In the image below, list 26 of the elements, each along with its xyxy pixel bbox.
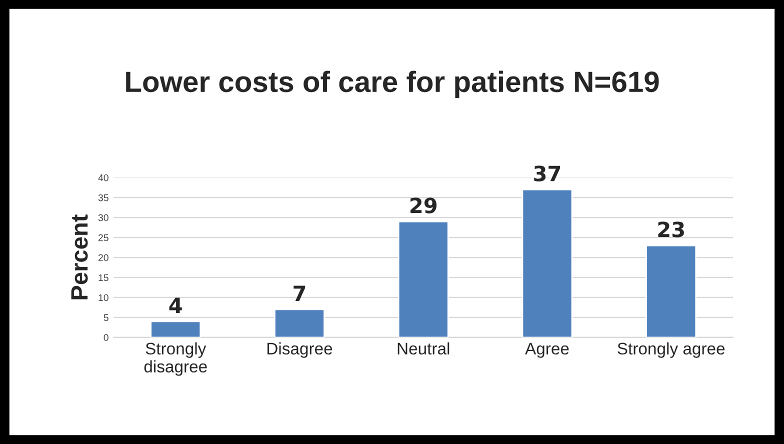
y-tick-label: 20 (98, 254, 108, 262)
chart-title: Lower costs of care for patients N=619 (126, 70, 659, 98)
data-label: 4 (169, 298, 182, 313)
y-tick-label: 0 (104, 334, 108, 342)
y-tick-label: 40 (98, 174, 108, 182)
y-axis-title: Percent (71, 214, 88, 300)
bar (522, 188, 573, 338)
y-tick-label: 15 (98, 274, 108, 282)
x-tick-label: Strongly agree (618, 342, 725, 358)
y-tick-label: 5 (104, 314, 108, 322)
data-label: 23 (658, 222, 684, 238)
y-tick-label: 10 (98, 294, 108, 302)
bar (398, 220, 449, 338)
data-label: 37 (534, 166, 560, 182)
y-tick-label: 30 (98, 214, 108, 222)
x-tick-label: Strongly disagree (144, 342, 207, 376)
x-tick-label: Disagree (268, 342, 332, 358)
data-label: 29 (410, 198, 437, 214)
bar (150, 320, 202, 338)
x-tick-label: Agree (525, 342, 569, 358)
y-tick-label: 25 (98, 234, 108, 242)
x-tick-label: Neutral (398, 342, 450, 355)
bar (646, 244, 697, 338)
data-label: 7 (294, 286, 306, 301)
bar (274, 308, 325, 338)
y-tick-label: 35 (98, 194, 108, 202)
